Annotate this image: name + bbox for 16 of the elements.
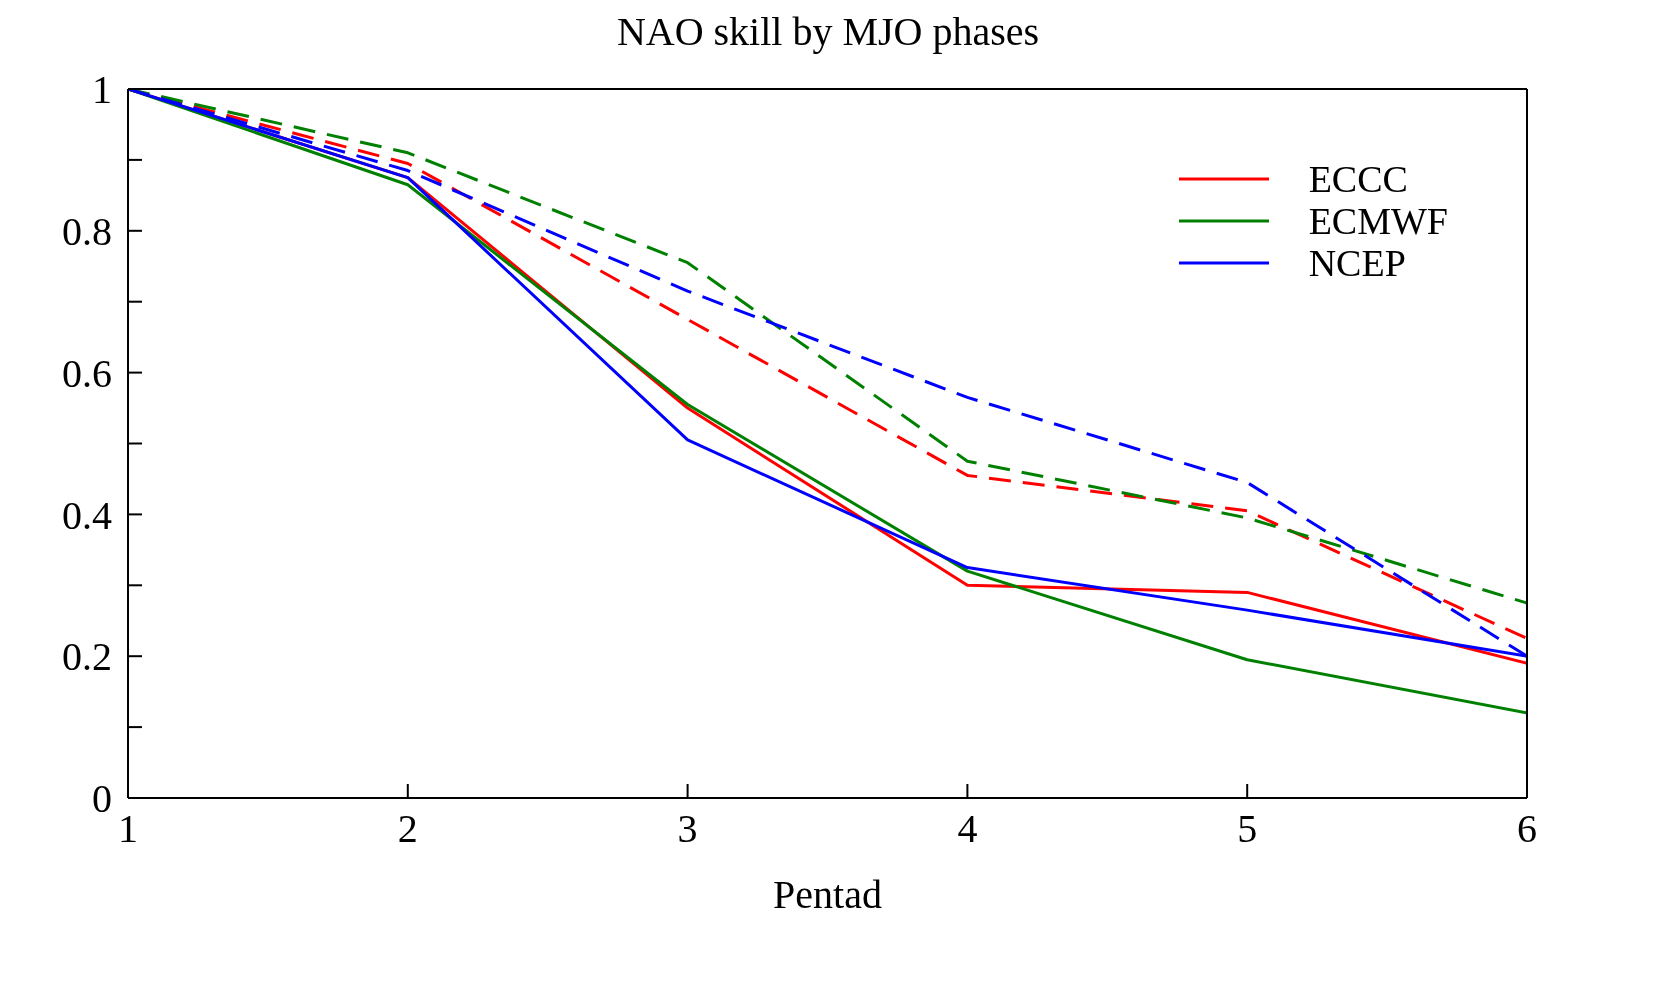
legend-label: ECMWF <box>1308 199 1448 243</box>
x-tick-label: 5 <box>1237 806 1258 852</box>
x-axis-title: Pentad <box>773 872 882 917</box>
legend-label: NCEP <box>1308 241 1406 285</box>
y-tick-label: 0.2 <box>62 634 112 680</box>
x-tick-label: 2 <box>397 806 418 852</box>
y-tick-label: 0 <box>92 776 112 822</box>
y-tick-label: 0.6 <box>62 350 112 396</box>
legend-label: ECCC <box>1308 157 1408 201</box>
x-tick-label: 6 <box>1517 806 1537 852</box>
y-tick-label: 0.4 <box>62 492 112 538</box>
chart-title: NAO skill by MJO phases <box>615 8 1041 56</box>
y-tick-label: 1 <box>92 67 112 113</box>
x-tick-label: 3 <box>677 806 698 852</box>
y-tick-label: 0.8 <box>62 209 112 254</box>
x-tick-label: 4 <box>957 806 978 852</box>
